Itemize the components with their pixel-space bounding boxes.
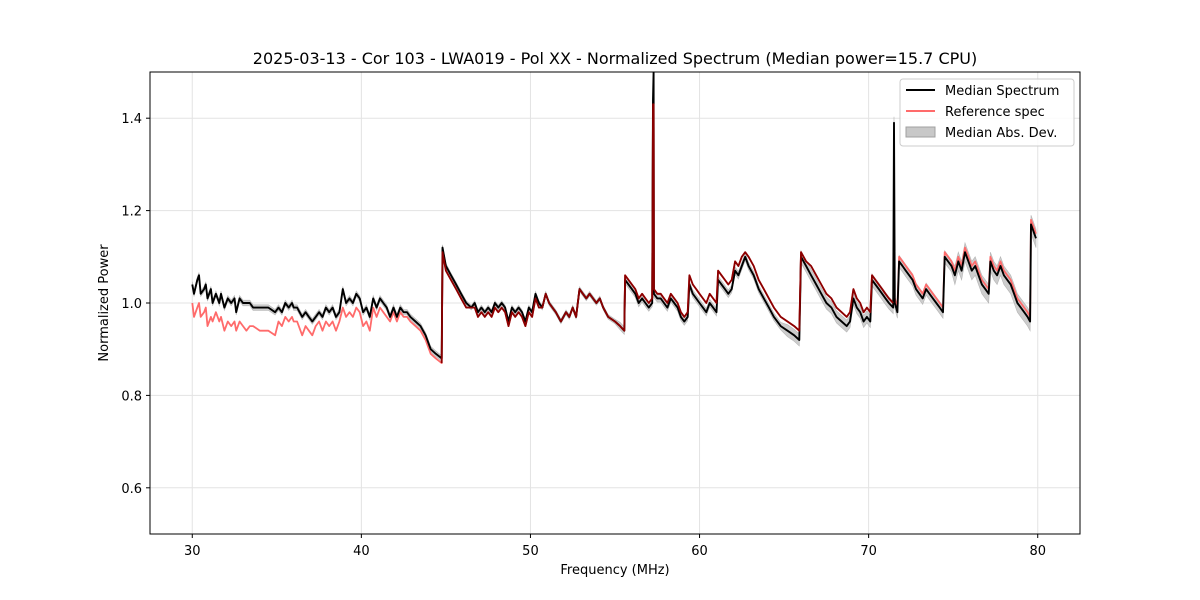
y-tick-label: 0.8 [121, 389, 142, 404]
y-tick-label: 1.4 [121, 112, 142, 127]
overlap-spectrum-line [440, 103, 894, 364]
mad-band [192, 72, 1037, 362]
legend-median-label: Median Spectrum [945, 84, 1059, 99]
legend-box [899, 78, 1075, 147]
x-tick-label: 30 [184, 544, 201, 559]
y-tick-label: 1.2 [121, 205, 142, 220]
legend-mad-swatch [905, 126, 936, 138]
x-tick-label: 60 [691, 544, 708, 559]
plot-series [191, 72, 1037, 365]
x-tick-label: 40 [353, 544, 370, 559]
legend: Median Spectrum Reference spec Median Ab… [899, 78, 1075, 147]
x-tick-label: 80 [1029, 544, 1046, 559]
legend-reference-label: Reference spec [945, 105, 1045, 120]
y-axis-label: Normalized Power [97, 244, 112, 362]
x-tick-label: 50 [522, 544, 539, 559]
axis-ticks: 30 40 50 60 70 80 0.6 0.8 1.0 1.2 1.4 [121, 112, 1046, 559]
y-tick-label: 1.0 [121, 297, 142, 312]
x-axis-label: Frequency (MHz) [560, 563, 669, 578]
legend-mad-label: Median Abs. Dev. [945, 126, 1057, 141]
x-tick-label: 70 [860, 544, 877, 559]
y-tick-label: 0.6 [121, 482, 142, 497]
chart-title: 2025-03-13 - Cor 103 - LWA019 - Pol XX -… [253, 49, 977, 68]
plot-area [191, 72, 1037, 365]
